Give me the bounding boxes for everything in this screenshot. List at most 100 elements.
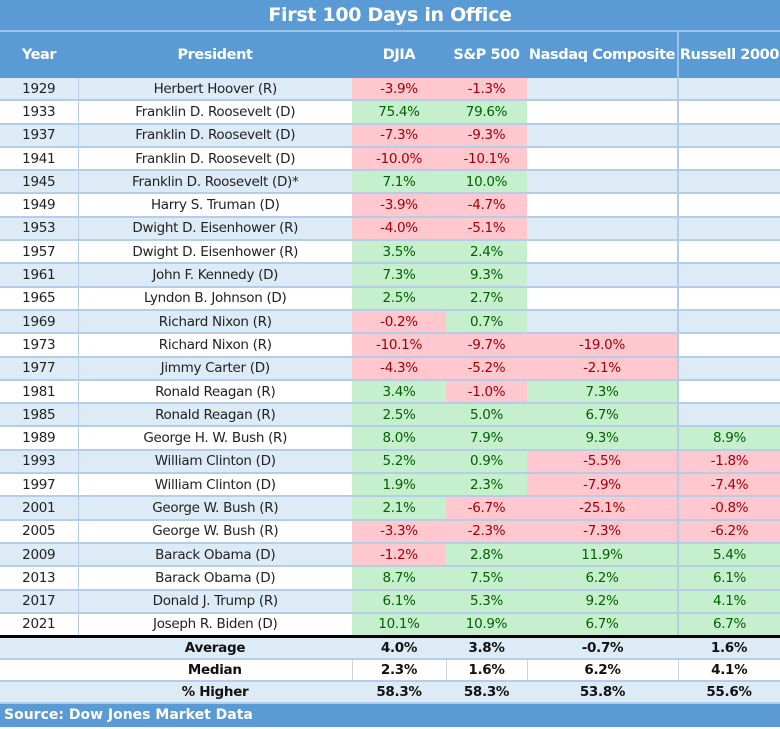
value-cell: 3.5%: [352, 240, 446, 265]
value-cell: 2.1%: [352, 496, 446, 521]
table-row: 1981 Ronald Reagan (R) 3.4% -1.0% 7.3%: [0, 379, 780, 405]
value-cell: 79.6%: [446, 100, 527, 125]
value-cell: 9.3%: [527, 426, 678, 451]
value-cell: 6.7%: [527, 612, 678, 638]
value-cell: 8.0%: [352, 426, 446, 451]
president-cell: Richard Nixon (R): [78, 309, 352, 335]
value-cell: 5.4%: [677, 542, 780, 568]
value-cell: [677, 309, 780, 335]
table-row: 1945 Franklin D. Roosevelt (D)* 7.1% 10.0%: [0, 170, 780, 195]
value-cell: 6.7%: [527, 403, 678, 428]
value-cell: -1.0%: [446, 379, 527, 405]
value-cell: -4.3%: [352, 356, 446, 381]
table-row: 2021 Joseph R. Biden (D) 10.1% 10.9% 6.7% 6.7…: [0, 612, 780, 638]
value-cell: -7.3%: [352, 123, 446, 148]
year-cell: 1961: [0, 263, 79, 288]
table-row: 2013 Barack Obama (D) 8.7% 7.5% 6.2% 6.1%: [0, 566, 780, 591]
table-row: 1929 Herbert Hoover (R) -3.9% -1.3%: [0, 78, 780, 102]
president-cell: William Clinton (D): [78, 473, 352, 498]
column-header: Nasdaq Composite: [527, 30, 679, 78]
year-cell: 1933: [0, 100, 79, 125]
value-cell: [677, 356, 780, 381]
year-cell: 1949: [0, 193, 79, 218]
value-cell: 6.2%: [527, 566, 678, 591]
column-header: S&P 500: [446, 30, 527, 78]
president-cell: Ronald Reagan (R): [78, 403, 352, 428]
value-cell: [527, 170, 678, 195]
president-cell: Franklin D. Roosevelt (D)*: [78, 170, 352, 195]
value-cell: [677, 379, 780, 405]
value-cell: 8.7%: [352, 566, 446, 591]
value-cell: -1.3%: [446, 78, 527, 102]
president-cell: George W. Bush (R): [78, 496, 352, 521]
president-cell: Jimmy Carter (D): [78, 356, 352, 381]
value-cell: -7.3%: [527, 519, 678, 544]
value-cell: [677, 170, 780, 195]
table-row: 2009 Barack Obama (D) -1.2% 2.8% 11.9% 5.4%: [0, 542, 780, 568]
value-cell: -3.3%: [352, 519, 446, 544]
returns-table: Year President DJIA S&P 500 Nasdaq Composite…: [0, 30, 780, 705]
president-cell: Herbert Hoover (R): [78, 78, 352, 102]
summary-value: 6.2%: [526, 659, 678, 683]
table-row: 2005 George W. Bush (R) -3.3% -2.3% -7.3% -6.…: [0, 519, 780, 544]
column-header: Russell 2000: [678, 30, 780, 78]
value-cell: -10.1%: [446, 146, 527, 172]
value-cell: 2.8%: [446, 542, 527, 568]
value-cell: -1.2%: [352, 542, 446, 568]
table-row: 2001 George W. Bush (R) 2.1% -6.7% -25.1% -0.…: [0, 496, 780, 521]
value-cell: 7.3%: [527, 379, 678, 405]
empty-cell: [0, 681, 78, 705]
summary-value: 1.6%: [678, 635, 780, 661]
president-cell: Richard Nixon (R): [78, 333, 352, 358]
summary-value: 58.3%: [446, 681, 527, 705]
summary-value: 2.3%: [351, 659, 446, 683]
table-row: 1985 Ronald Reagan (R) 2.5% 5.0% 6.7%: [0, 403, 780, 428]
value-cell: 2.5%: [352, 286, 446, 311]
value-cell: 7.9%: [446, 426, 527, 451]
value-cell: [677, 123, 780, 148]
value-cell: -25.1%: [527, 496, 678, 521]
president-cell: Ronald Reagan (R): [78, 379, 352, 405]
value-cell: -7.4%: [677, 473, 780, 498]
value-cell: [677, 193, 780, 218]
summary-row: Average 4.0% 3.8% -0.7% 1.6%: [0, 635, 780, 661]
value-cell: -0.2%: [352, 309, 446, 335]
president-cell: Lyndon B. Johnson (D): [78, 286, 352, 311]
column-header: DJIA: [352, 30, 446, 78]
year-cell: 1989: [0, 426, 79, 451]
value-cell: [677, 263, 780, 288]
table-row: 1953 Dwight D. Eisenhower (R) -4.0% -5.1%: [0, 216, 780, 242]
value-cell: 10.9%: [446, 612, 527, 638]
value-cell: -2.1%: [527, 356, 678, 381]
value-cell: -6.7%: [446, 496, 527, 521]
value-cell: 10.0%: [446, 170, 527, 195]
value-cell: 9.2%: [527, 589, 678, 614]
value-cell: -6.2%: [677, 519, 780, 544]
summary-row: Median 2.3% 1.6% 6.2% 4.1%: [0, 659, 780, 683]
summary-value: 4.0%: [352, 635, 446, 661]
year-cell: 1997: [0, 473, 79, 498]
value-cell: 5.2%: [352, 449, 446, 475]
value-cell: 4.1%: [677, 589, 780, 614]
value-cell: 8.9%: [677, 426, 780, 451]
value-cell: 75.4%: [352, 100, 446, 125]
value-cell: 2.3%: [446, 473, 527, 498]
value-cell: [527, 309, 678, 335]
year-cell: 1969: [0, 309, 79, 335]
header-row: Year President DJIA S&P 500 Nasdaq Composite…: [0, 30, 780, 78]
table-row: 1941 Franklin D. Roosevelt (D) -10.0% -10.1…: [0, 146, 780, 172]
year-cell: 2017: [0, 589, 79, 614]
summary-value: -0.7%: [527, 635, 678, 661]
value-cell: 6.7%: [677, 612, 780, 638]
year-cell: 1973: [0, 333, 79, 358]
column-header: Year: [0, 30, 78, 78]
value-cell: 5.3%: [446, 589, 527, 614]
value-cell: [527, 100, 678, 125]
value-cell: [527, 263, 678, 288]
value-cell: 2.7%: [446, 286, 527, 311]
value-cell: -4.7%: [446, 193, 527, 218]
value-cell: 2.4%: [446, 240, 527, 265]
source-note: Source: Dow Jones Market Data: [0, 704, 780, 728]
president-cell: Joseph R. Biden (D): [78, 612, 352, 638]
value-cell: [677, 100, 780, 125]
